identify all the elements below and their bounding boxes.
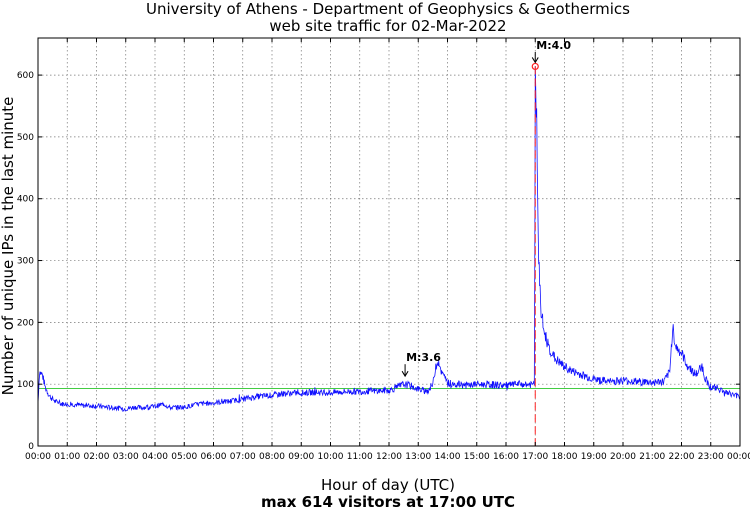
x-tick-label: 04:00 [142, 452, 168, 462]
x-tick-label: 19:00 [581, 452, 607, 462]
x-tick-label: 20:00 [610, 452, 636, 462]
series-layer [37, 66, 741, 412]
x-tick-label: 23:00 [698, 452, 724, 462]
x-tick-label: 12:00 [376, 452, 402, 462]
x-tick-label: 00:00 [727, 452, 750, 462]
peak-summary: max 614 visitors at 17:00 UTC [261, 493, 515, 511]
y-tick-label: 500 [17, 133, 34, 143]
x-tick-label: 03:00 [113, 452, 139, 462]
x-tick-label: 07:00 [230, 452, 256, 462]
x-tick-label: 06:00 [201, 452, 227, 462]
y-tick-label: 600 [17, 71, 34, 81]
x-tick-label: 11:00 [347, 452, 373, 462]
x-tick-label: 10:00 [318, 452, 344, 462]
x-tick-label: 21:00 [639, 452, 665, 462]
x-tick-label: 02:00 [84, 452, 110, 462]
peak-point [531, 62, 539, 71]
x-tick-label: 05:00 [171, 452, 197, 462]
y-axis-label: Number of unique IPs in the last minute [0, 97, 17, 396]
x-tick-label: 22:00 [669, 452, 695, 462]
grid-lines [38, 38, 740, 446]
x-tick-label: 09:00 [288, 452, 314, 462]
y-tick-label: 100 [17, 380, 34, 390]
x-tick-label: 15:00 [464, 452, 490, 462]
annotation-arrow-head [531, 57, 539, 64]
peak-layer [531, 62, 539, 446]
traffic-series-line [37, 66, 741, 412]
x-tick-label: 17:00 [522, 452, 548, 462]
x-tick-label: 01:00 [54, 452, 80, 462]
chart-title-line-1: University of Athens - Department of Geo… [146, 0, 630, 18]
x-axis-label: Hour of day (UTC) [321, 476, 455, 494]
x-tick-label: 08:00 [259, 452, 285, 462]
y-tick-label: 0 [28, 442, 34, 452]
x-tick-label: 16:00 [493, 452, 519, 462]
x-tick-label: 18:00 [552, 452, 578, 462]
x-tick-label: 14:00 [435, 452, 461, 462]
annotation-arrow-head [401, 370, 409, 378]
tick-labels: 00:00 01:00 02:00 03:00 04:00 05:00 06:00 07:00… [17, 38, 750, 462]
chart-title-line-2: web site traffic for 02-Mar-2022 [269, 17, 506, 35]
y-tick-label: 200 [17, 318, 34, 328]
x-tick-label: 13:00 [405, 452, 431, 462]
annotation-label: M:4.0 [536, 39, 571, 52]
y-tick-label: 400 [17, 195, 34, 205]
x-tick-label: 00:00 [25, 452, 51, 462]
annotation-label: M:3.6 [406, 351, 441, 364]
y-tick-label: 300 [17, 257, 34, 267]
annotations: M:4.0 M:3.6 [401, 39, 571, 378]
